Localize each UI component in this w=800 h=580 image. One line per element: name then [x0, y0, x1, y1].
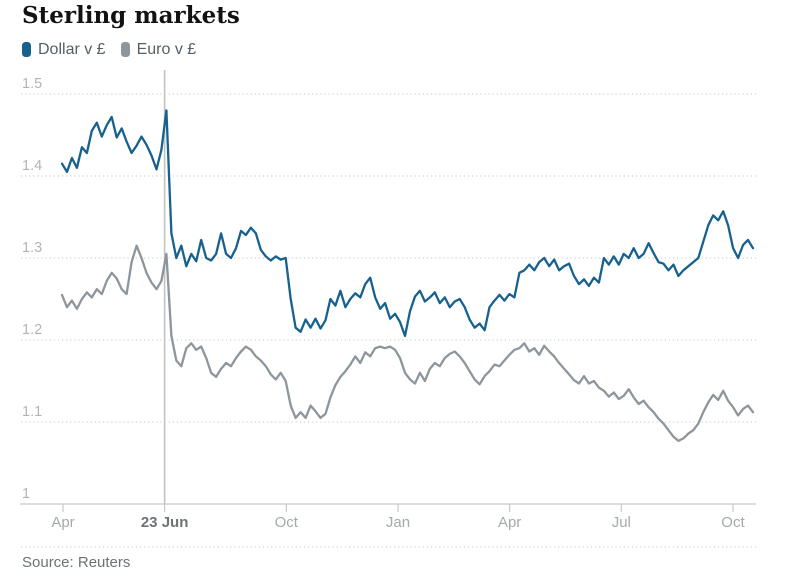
legend-item-euro: Euro v £ [120, 41, 197, 58]
y-axis-label-1: 1 [22, 486, 30, 502]
x-axis-label-23-jun: 23 Jun [141, 514, 189, 531]
legend-item-dollar: Dollar v £ [22, 41, 106, 58]
euro-swatch-icon [120, 42, 130, 57]
x-axis-label-apr: Apr [51, 514, 74, 531]
y-axis-label-1.1: 1.1 [22, 404, 42, 420]
chart-legend: Dollar v £ Euro v £ [22, 41, 196, 58]
x-axis-label-oct: Oct [721, 514, 745, 531]
y-axis-label-1.3: 1.3 [22, 240, 42, 256]
source-note: Source: Reuters [22, 554, 131, 571]
dollar-swatch-icon [22, 42, 31, 57]
x-axis-label-apr: Apr [498, 514, 521, 531]
legend-label-dollar: Dollar v £ [38, 41, 106, 58]
x-axis-label-jan: Jan [386, 514, 410, 531]
x-axis-label-jul: Jul [612, 514, 631, 531]
dollar-line [60, 109, 755, 338]
y-axis-label-1.5: 1.5 [22, 76, 42, 92]
y-axis-label-1.4: 1.4 [22, 158, 42, 174]
euro-line [60, 244, 755, 443]
y-axis-label-1.2: 1.2 [22, 322, 42, 338]
chart-title: Sterling markets [22, 2, 240, 29]
legend-label-euro: Euro v £ [136, 41, 197, 58]
x-axis-label-oct: Oct [275, 514, 299, 531]
